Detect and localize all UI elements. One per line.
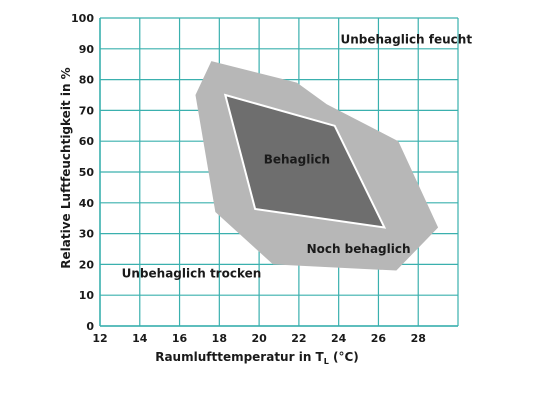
zone-behaglich <box>223 93 387 229</box>
x-axis-label-subscript: L <box>324 357 329 366</box>
x-tick-label: 16 <box>172 332 188 345</box>
y-tick-label: 40 <box>79 197 95 210</box>
y-tick-label: 50 <box>79 166 95 179</box>
y-tick-label: 30 <box>79 228 95 241</box>
x-axis-label: Raumlufttemperatur in TL (°C) <box>155 350 359 366</box>
y-tick-label: 0 <box>86 320 94 333</box>
y-tick-label: 60 <box>79 135 95 148</box>
y-tick-label: 10 <box>79 289 95 302</box>
x-tick-label: 14 <box>132 332 148 345</box>
x-tick-label: 12 <box>92 332 107 345</box>
zone-labels: Unbehaglich feucht Behaglich Noch behagl… <box>122 33 473 281</box>
y-tick-label: 80 <box>79 74 95 87</box>
x-tick-label: 22 <box>291 332 306 345</box>
zone-label-noch-behaglich: Noch behaglich <box>307 242 411 256</box>
y-tick-label: 100 <box>71 12 94 25</box>
x-tick-label: 24 <box>331 332 347 345</box>
y-tick-labels: 0 10 20 30 40 50 60 70 80 90 100 <box>71 12 94 333</box>
zone-label-behaglich: Behaglich <box>264 153 330 167</box>
comfort-zones <box>195 61 439 271</box>
x-tick-label: 20 <box>251 332 267 345</box>
x-tick-labels: 12 14 16 18 20 22 24 26 28 <box>92 332 426 345</box>
y-tick-label: 20 <box>79 258 95 271</box>
zone-label-unbehaglich-feucht: Unbehaglich feucht <box>340 33 472 47</box>
x-tick-label: 18 <box>212 332 227 345</box>
zone-label-unbehaglich-trocken: Unbehaglich trocken <box>122 267 262 281</box>
y-axis-label: Relative Luftfeuchtigkeit in % <box>59 67 73 268</box>
axes <box>99 18 458 327</box>
y-tick-label: 70 <box>79 104 95 117</box>
x-axis-label-text: Raumlufttemperatur in T <box>155 350 324 364</box>
y-tick-label: 90 <box>79 43 95 56</box>
x-tick-label: 28 <box>411 332 426 345</box>
x-axis-label-unit: (°C) <box>329 350 359 364</box>
x-tick-label: 26 <box>371 332 387 345</box>
